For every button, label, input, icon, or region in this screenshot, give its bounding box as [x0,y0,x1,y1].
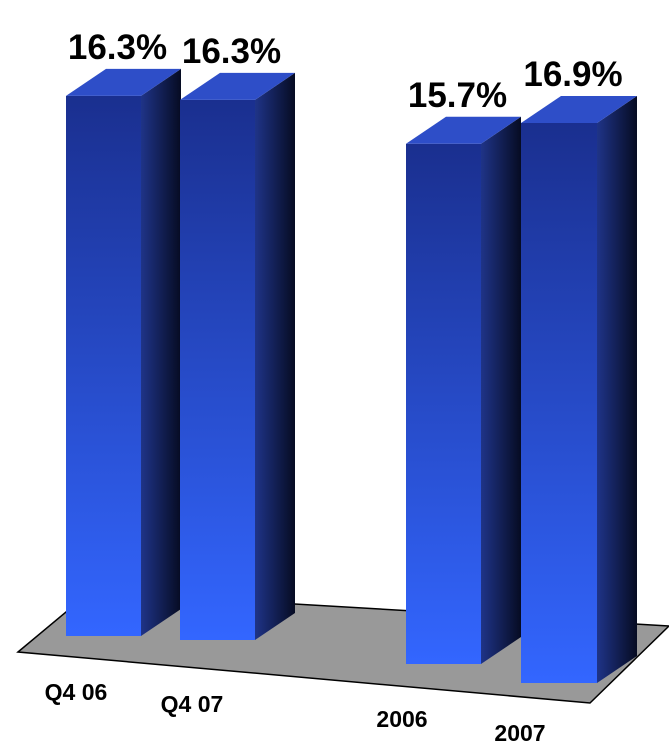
bar-side-2007 [597,96,637,683]
bar-side-q4-06 [141,68,181,637]
bar-front-2007 [521,123,597,683]
value-label-q4-06: 16.3% [68,28,167,67]
bar-front-q4-07 [180,99,255,641]
bar-front-q4-06 [66,95,141,637]
category-label-q4-07: Q4 07 [161,691,224,717]
value-label-q4-07: 16.3% [182,32,281,71]
bar-front-2006 [406,143,481,665]
category-label-2006: 2006 [376,706,427,732]
category-label-q4-06: Q4 06 [45,679,108,705]
bar-group-2007 [521,96,637,683]
bar-group-q4-07 [180,72,295,641]
bar-group-2006 [406,116,521,665]
bar-top-2007 [521,96,637,123]
bar-group-q4-06 [66,68,181,637]
bar-side-2006 [481,116,521,665]
bar-top-2006 [406,116,521,144]
bar-top-q4-07 [180,72,295,100]
bar-side-q4-07 [255,72,295,641]
value-label-2006: 15.7% [408,76,507,115]
category-label-2007: 2007 [494,720,545,746]
value-label-2007: 16.9% [523,55,622,94]
bar-top-q4-06 [66,68,181,96]
